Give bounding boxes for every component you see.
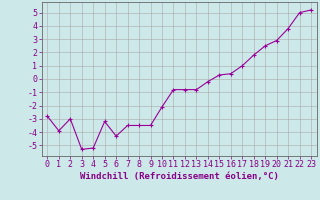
X-axis label: Windchill (Refroidissement éolien,°C): Windchill (Refroidissement éolien,°C) xyxy=(80,172,279,181)
